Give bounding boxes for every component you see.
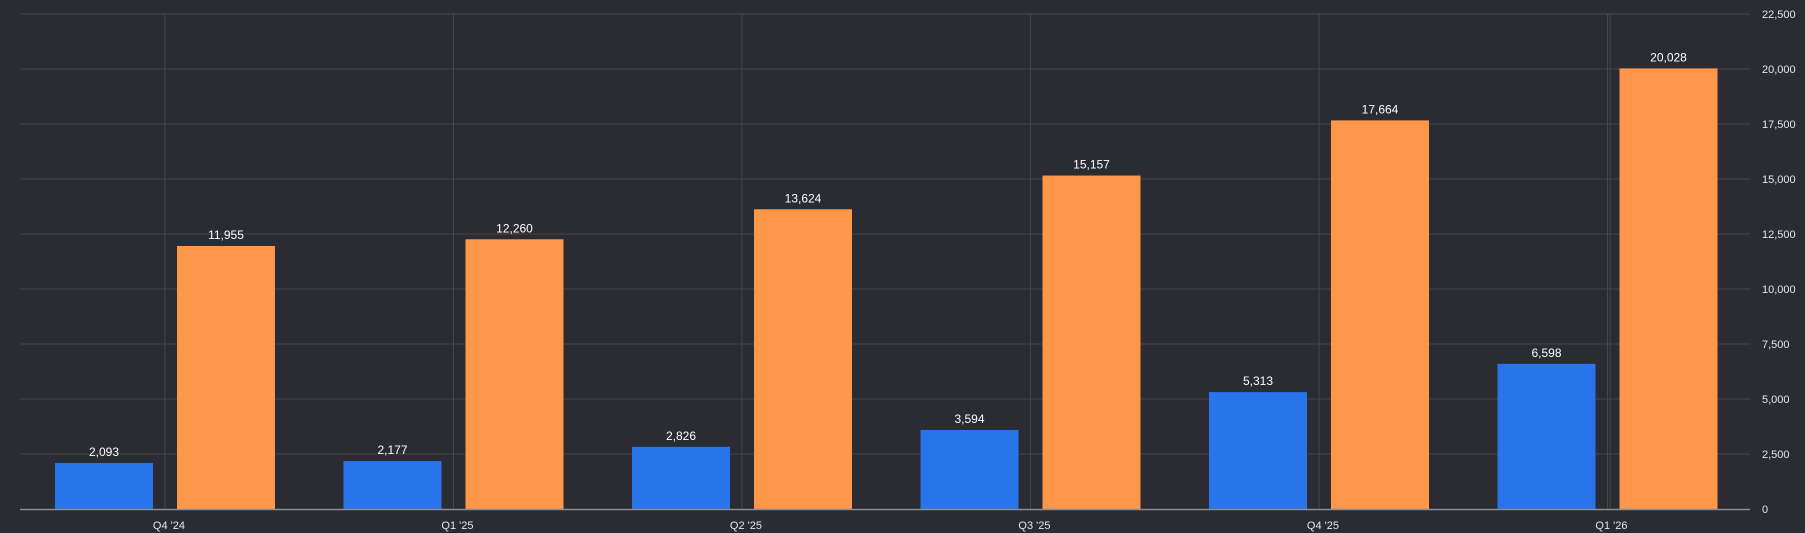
data-label: 2,093	[89, 445, 119, 459]
bar	[1209, 392, 1307, 509]
bar	[754, 209, 852, 509]
x-tick-label: Q2 '25	[730, 520, 762, 532]
data-label: 2,177	[377, 443, 407, 457]
bar	[465, 239, 564, 509]
bar	[1331, 120, 1429, 509]
data-label: 15,157	[1073, 158, 1110, 172]
y-tick-label: 17,500	[1762, 119, 1796, 131]
grid-lines	[20, 13, 1750, 509]
bar	[920, 429, 1019, 509]
y-tick-label: 15,000	[1762, 174, 1796, 186]
bar	[632, 446, 730, 509]
bar	[177, 245, 275, 510]
bar	[1497, 363, 1596, 509]
x-tick-label: Q4 '25	[1307, 520, 1339, 532]
y-tick-label: 22,500	[1762, 9, 1796, 21]
x-tick-label: Q3 '25	[1018, 520, 1050, 532]
data-label: 11,955	[208, 228, 244, 242]
bars	[55, 68, 1718, 510]
y-tick-label: 10,000	[1762, 284, 1796, 296]
data-label: 5,313	[1243, 374, 1273, 388]
bar	[343, 461, 442, 509]
y-axis: 0 2,500 5,000 7,500 10,000 12,500 15,000 17,500…	[1762, 9, 1796, 516]
x-tick-label: Q1 '25	[441, 520, 473, 532]
data-labels: 2,093 2,177 2,826 3,594 5,313 6,598 11,955 12,2…	[89, 50, 1687, 459]
bar	[55, 462, 153, 509]
y-tick-label: 7,500	[1762, 339, 1790, 351]
data-label: 3,594	[954, 412, 984, 426]
data-label: 13,624	[785, 191, 822, 205]
y-tick-label: 0	[1762, 504, 1768, 516]
data-label: 20,028	[1650, 50, 1687, 64]
data-label: 17,664	[1362, 102, 1399, 116]
y-tick-label: 12,500	[1762, 229, 1796, 241]
bar	[1619, 68, 1718, 509]
y-tick-label: 2,500	[1762, 449, 1790, 461]
data-label: 6,598	[1531, 346, 1561, 360]
x-tick-label: Q4 '24	[153, 520, 185, 532]
bar	[1042, 175, 1141, 509]
data-label: 2,826	[666, 429, 696, 443]
y-tick-label: 5,000	[1762, 394, 1790, 406]
x-axis: Q4 '24 Q1 '25 Q2 '25 Q3 '25 Q4 '25 Q1 '26	[20, 508, 1750, 532]
data-label: 12,260	[496, 221, 533, 235]
x-tick-label: Q1 '26	[1595, 520, 1627, 532]
y-tick-label: 20,000	[1762, 64, 1796, 76]
